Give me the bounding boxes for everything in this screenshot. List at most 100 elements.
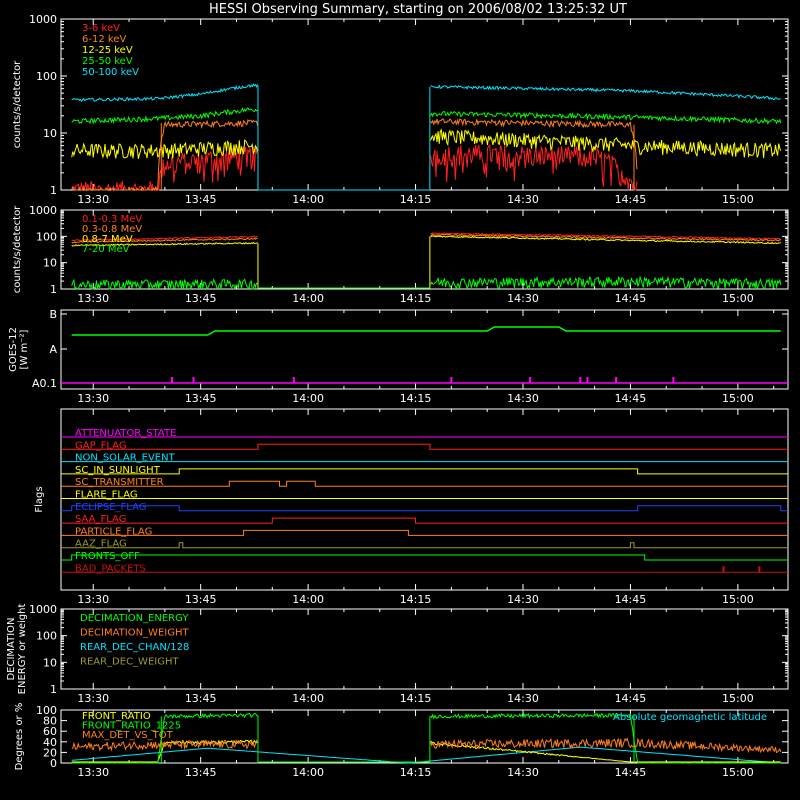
x-tick-label: 15:00 — [722, 392, 754, 405]
x-tick-label: 15:00 — [722, 193, 754, 206]
y-axis-label-line1: DECIMATION — [6, 617, 17, 680]
y-tick-label: 100 — [36, 704, 57, 717]
x-tick-label: 14:30 — [507, 193, 539, 206]
x-tick-label: 13:45 — [185, 193, 217, 206]
panel-flags-frame — [60, 408, 789, 591]
flag-label: SAA_FLAG — [75, 514, 126, 525]
legend-entry: REAR_DEC_WEIGHT — [80, 657, 179, 668]
series-line — [71, 712, 781, 764]
panel-obs-high: 13:30 13:45 14:00 14:15 14:30 14:45 15:00 count… — [12, 204, 789, 305]
series-line — [71, 326, 781, 336]
x-tick-label: 13:45 — [185, 292, 217, 305]
legend-entry: MAX_DET_VS_TOT — [82, 730, 174, 741]
y-tick-label: 40 — [43, 736, 57, 749]
flag-line — [61, 517, 788, 524]
series-line — [71, 128, 782, 160]
x-tick-label: 14:00 — [292, 193, 324, 206]
series-line — [71, 232, 782, 242]
y-tick-label: 10 — [43, 656, 57, 669]
panel-obs-low: 13:30 13:45 14:00 14:15 14:30 14:45 15:00 count… — [12, 13, 789, 206]
x-tick-label: 14:30 — [507, 766, 539, 779]
panel-goes-frame — [60, 309, 789, 390]
x-tick-label: 13:30 — [77, 692, 109, 705]
x-tick-label: 14:30 — [507, 692, 539, 705]
flag-label: BAD_PACKETS — [75, 563, 146, 574]
flag-label: FRONTS_OFF — [75, 551, 140, 562]
legend-entry: DECIMATION_ENERGY — [80, 613, 189, 624]
y-tick-label: 1 — [50, 184, 57, 197]
legend-entry: 7-20 MeV — [82, 244, 130, 255]
x-tick-label: 13:30 — [77, 392, 109, 405]
x-tick-label: 14:45 — [615, 193, 647, 206]
x-tick-label: 14:00 — [292, 692, 324, 705]
panel-obs-low-frame — [60, 18, 789, 191]
legend-entry: 50-100 keV — [82, 67, 139, 78]
legend-entry: 25-50 keV — [82, 56, 133, 67]
legend-entry: 12-25 keV — [82, 45, 133, 56]
x-tick-label: 14:30 — [507, 593, 539, 606]
panel-obs-high-frame — [60, 209, 789, 290]
legend-entry: 0.1-0.3 MeV — [82, 214, 142, 225]
x-tick-label: 14:15 — [400, 692, 432, 705]
y-tick-label: 80 — [43, 715, 57, 728]
series-line — [71, 235, 782, 247]
x-tick-label: 13:45 — [185, 766, 217, 779]
series-line — [71, 275, 782, 291]
panel-ratios: 13:30 13:45 14:00 14:15 14:30 14:45 15:00 Degre… — [14, 703, 789, 779]
series-line — [71, 83, 781, 103]
x-tick-label: 13:45 — [185, 392, 217, 405]
y-tick-label: 60 — [43, 725, 57, 738]
flag-line — [61, 443, 788, 450]
x-tick-label: 14:00 — [292, 766, 324, 779]
x-tick-label: 14:15 — [400, 766, 432, 779]
flag-line — [61, 554, 788, 561]
y-tick-label: 20 — [43, 746, 57, 759]
y-axis-label: counts/s/detector — [12, 205, 23, 293]
y-axis-label-line2: ENERGY or weight — [17, 604, 28, 695]
y-tick-label: 100 — [36, 630, 57, 643]
x-tick-label: 13:45 — [185, 692, 217, 705]
y-tick-label: 100 — [36, 230, 57, 243]
panel-ratios-frame — [60, 709, 789, 764]
x-tick-label: 13:30 — [77, 193, 109, 206]
x-tick-label: 15:00 — [722, 692, 754, 705]
legend-entry: DECIMATION_WEIGHT — [80, 628, 189, 639]
x-tick-label: 14:45 — [615, 593, 647, 606]
flag-label: SC_TRANSMITTER — [75, 477, 164, 488]
flag-line — [61, 529, 788, 536]
x-tick-label: 15:00 — [722, 292, 754, 305]
x-tick-label: 14:00 — [292, 392, 324, 405]
y-tick-label: 0 — [50, 757, 57, 770]
series-line — [71, 737, 782, 754]
plot-title: HESSI Observing Summary, starting on 200… — [209, 2, 627, 17]
x-tick-label: 14:15 — [400, 292, 432, 305]
x-tick-label: 14:30 — [507, 392, 539, 405]
flag-label: GAP_FLAG — [75, 440, 127, 451]
x-tick-label: 13:30 — [77, 593, 109, 606]
legend-entry: 3-6 keV — [82, 23, 120, 34]
y-axis-label: counts/s/detector — [12, 60, 23, 148]
y-tick-label: B — [49, 308, 57, 321]
series-line — [71, 118, 638, 192]
series-line — [71, 144, 638, 192]
x-tick-label: 13:45 — [185, 593, 217, 606]
x-tick-label: 13:30 — [77, 766, 109, 779]
annotation-label: Absolute geomagnetic latitude — [613, 712, 767, 723]
x-tick-label: 14:45 — [615, 692, 647, 705]
y-axis-label: Degrees or % — [14, 703, 25, 771]
flag-label: NON_SOLAR_EVENT — [75, 453, 176, 464]
series-line — [71, 233, 781, 244]
flag-line — [61, 468, 788, 475]
flag-line — [61, 542, 788, 549]
legend-entry: REAR_DEC_CHAN/128 — [80, 642, 189, 653]
series-line — [71, 107, 782, 126]
flag-line — [61, 480, 788, 487]
x-tick-label: 14:45 — [615, 292, 647, 305]
panels: 13:30 13:45 14:00 14:15 14:30 14:45 15:00 count… — [6, 13, 789, 779]
y-tick-label: 1000 — [29, 13, 57, 26]
x-tick-label: 13:30 — [77, 292, 109, 305]
legend-entry: 0.8-7 MeV — [82, 234, 133, 245]
x-tick-label: 14:15 — [400, 193, 432, 206]
flag-label: AAZ_FLAG — [75, 539, 127, 550]
